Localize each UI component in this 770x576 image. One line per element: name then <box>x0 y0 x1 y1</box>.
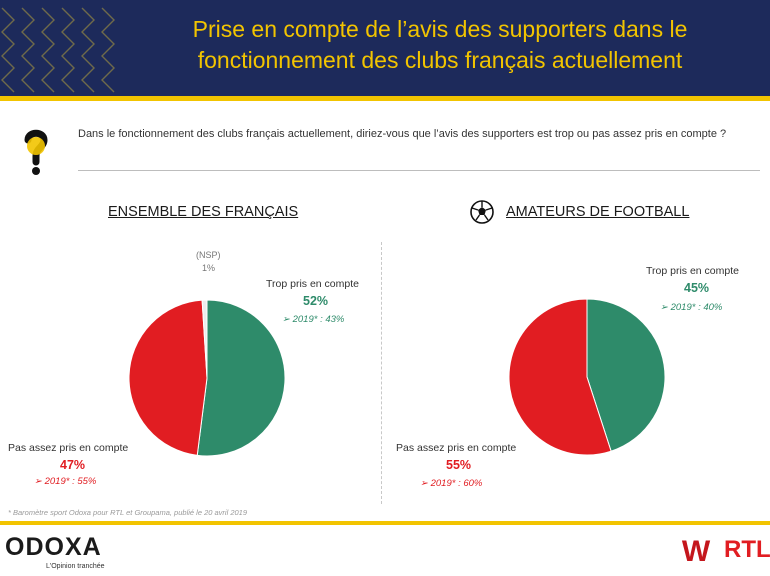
winamax-logo-text: W <box>682 535 711 568</box>
pas-assez-value-amateurs: 55% <box>446 458 472 472</box>
pas-assez-previous-amateurs-text: 2019* : 60% <box>430 478 483 489</box>
section-title-amateurs: AMATEURS DE FOOTBALL <box>506 204 690 220</box>
page-title-line1: Prise en compte de l’avis des supporters… <box>192 16 688 42</box>
pas-assez-label-ensemble: Pas assez pris en compte <box>8 442 129 454</box>
slice-pas-assez <box>128 299 208 456</box>
question-text: Dans le fonctionnement des clubs françai… <box>78 128 727 140</box>
footer-stripe <box>0 521 770 525</box>
slice-pas-assez <box>508 298 612 456</box>
page-title: Prise en compte de l’avis des supporters… <box>130 14 750 76</box>
trop-previous-amateurs-text: 2019* : 40% <box>670 302 723 313</box>
question-divider <box>78 170 760 171</box>
page-title-line2: fonctionnement des clubs français actuel… <box>197 47 683 73</box>
pas-assez-value-ensemble: 47% <box>60 458 86 472</box>
soccer-ball-icon <box>470 200 494 224</box>
nsp-value: 1% <box>202 263 216 273</box>
header-stripe <box>0 96 770 101</box>
pas-assez-previous-ensemble-text: 2019* : 55% <box>44 476 97 487</box>
pas-assez-previous-amateurs: ➢ 2019* : 60% <box>420 478 483 489</box>
trop-label-ensemble: Trop pris en compte <box>266 278 359 290</box>
trop-previous-ensemble-text: 2019* : 43% <box>292 314 345 325</box>
rtl-logo: RTL <box>724 536 770 563</box>
question-mark-icon <box>24 129 48 175</box>
pie-chart-ensemble <box>128 299 286 457</box>
section-divider <box>381 242 382 504</box>
pas-assez-previous-ensemble: ➢ 2019* : 55% <box>34 476 97 487</box>
header-pattern <box>1 7 115 93</box>
winamax-logo: W <box>676 534 716 568</box>
slice-trop <box>196 299 286 457</box>
nsp-label: (NSP) <box>196 250 221 260</box>
header-banner: Prise en compte de l’avis des supporters… <box>0 0 770 96</box>
slice-nsp <box>201 299 208 379</box>
slice-trop <box>586 298 666 452</box>
footnote: * Baromètre sport Odoxa pour RTL et Grou… <box>8 508 248 517</box>
trop-label-amateurs: Trop pris en compte <box>646 265 739 277</box>
trop-previous-ensemble: ➢ 2019* : 43% <box>282 314 345 325</box>
trop-previous-amateurs: ➢ 2019* : 40% <box>660 302 723 313</box>
trop-value-amateurs: 45% <box>684 281 710 295</box>
odoxa-logo: ODOXA <box>5 533 102 561</box>
odoxa-tagline: L'Opinion tranchée <box>46 563 105 570</box>
pas-assez-label-amateurs: Pas assez pris en compte <box>396 442 517 454</box>
section-title-ensemble: ENSEMBLE DES FRANÇAIS <box>108 204 299 220</box>
trop-value-ensemble: 52% <box>303 294 329 308</box>
pie-chart-amateurs <box>508 298 666 456</box>
